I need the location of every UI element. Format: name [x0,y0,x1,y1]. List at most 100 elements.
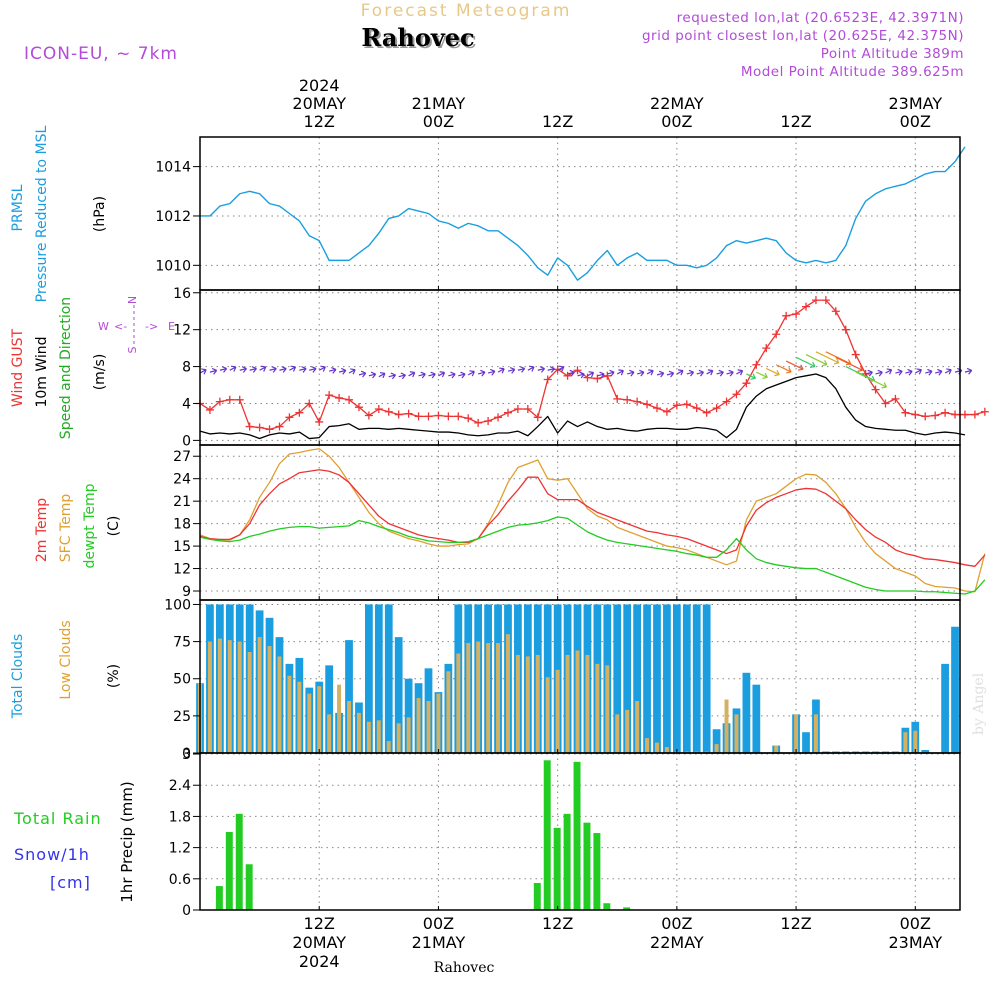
total-cloud-bar [325,665,334,753]
y-tick-label: 1012 [155,209,191,225]
total-cloud-bar [643,604,651,753]
wind-direction-arrow [865,369,873,377]
gust-marker [682,400,691,409]
total-cloud-bar [365,604,373,753]
gust-marker [931,411,940,420]
gust-marker [533,413,542,422]
gust-marker [494,413,503,422]
total-cloud-bar [941,663,949,753]
top-hour-label: 00Z [423,112,454,131]
wind-direction-arrow [239,366,247,373]
gust-marker [871,385,880,394]
gust-marker [593,374,602,383]
wind-direction-arrow [279,366,287,373]
top-hour-label: 12Z [304,112,335,131]
total-cloud-bar [702,604,711,753]
gust-marker [464,414,473,423]
wind-direction-arrow [309,366,317,373]
low-cloud-bar [366,721,371,753]
y-tick-label: 12 [173,323,191,339]
top-date-label: 21MAY [412,94,466,113]
wind-direction-arrow [348,368,356,375]
gust-marker [762,344,771,353]
gust-marker [742,379,751,388]
gust-marker [255,423,264,432]
total-cloud-bar [394,637,403,753]
low-cloud-bar [416,698,421,753]
gust-marker [345,395,354,404]
y-tick-label: 100 [164,597,191,613]
wind-direction-arrow [885,368,893,375]
rain-bar [225,832,233,910]
gust-marker [573,366,582,375]
low-cloud-bar [267,646,272,753]
location-title: Rahovec [361,23,474,52]
gust-label: Wind GUST [10,328,26,407]
compass-south: S [126,346,139,353]
low-cloud-bar [277,656,282,753]
gust-marker [732,390,741,399]
rain-bar [603,903,611,910]
wind-direction-arrow [199,368,207,375]
y-tick-label: 2.4 [169,778,191,794]
top-hour-label: 12Z [542,112,573,131]
gust-marker [662,407,671,416]
point-altitude: Point Altitude 389m [821,46,964,62]
pressure-line [200,146,966,281]
gust-marker [980,407,989,416]
wind-direction-arrow [229,365,237,372]
wind-direction-arrow [944,368,952,375]
wind-direction-arrow [587,371,595,378]
top-hour-label: 12Z [780,112,811,131]
low-cloud-bar [237,641,242,753]
low-cloud-bar [496,643,501,753]
total-cloud-bar [345,640,353,753]
pressure-unit: (hPa) [92,196,108,232]
total-cloud-bar [951,626,959,753]
wind-direction-arrow [557,365,565,372]
bottom-date-label: 21MAY [412,933,466,952]
footer-location: Rahovec [434,960,495,976]
wind-direction-arrow [616,369,624,376]
low-cloud-bar [227,640,232,753]
y-tick-label: 50 [173,672,191,688]
gust-marker [702,408,711,417]
model-altitude: Model Point Altitude 389.625m [741,64,964,80]
low-cloud-bar [456,653,461,753]
total-cloud-bar [682,604,691,753]
gust-marker [503,408,512,417]
low-cloud-bar [297,681,302,753]
low-cloud-bar [466,643,471,753]
total-cloud-bar [404,678,413,753]
gust-marker [951,410,960,419]
y-tick-label: 4 [182,396,191,412]
low-cloud-bar [625,709,630,753]
wind-direction-arrow [378,372,386,379]
low-cloud-bar [774,745,779,753]
wind-direction-arrow [855,371,888,389]
low-cloud-bar [515,654,520,753]
wind-direction-arrow [646,369,654,376]
wind-direction-arrow [398,372,406,380]
y-tick-label: 0.6 [169,872,191,888]
gust-marker [692,404,701,413]
rain-bar [553,827,561,910]
y-tick-label: 0 [182,433,191,449]
total-cloud-bar [663,604,671,753]
gust-marker [672,401,681,410]
wind-direction-arrow [537,366,546,373]
low-cloud-bar [555,669,560,753]
wind-direction-arrow [567,369,575,377]
top-hour-label: 00Z [661,112,692,131]
dewpoint-line [199,516,986,595]
low-cloud-bar [615,714,620,753]
low-cloud-bar [645,738,650,753]
low-cloud-bar [217,638,222,753]
panel-frame [199,752,961,911]
gust-marker [772,330,781,339]
rain-bar [623,907,631,910]
low-cloud-bar [505,634,510,753]
rain-bar [543,760,551,910]
total-cloud-bar [752,684,761,753]
